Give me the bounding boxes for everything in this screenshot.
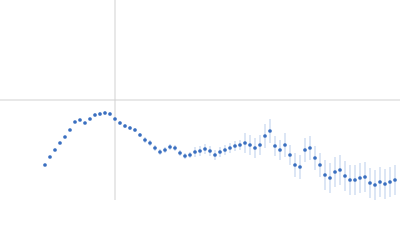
data-point [258,143,262,147]
data-point [268,129,272,133]
data-point [273,144,277,148]
data-point [173,146,177,150]
data-point [188,153,192,157]
data-point [163,148,167,152]
data-point [393,178,397,182]
data-point [118,121,122,125]
data-point [238,143,242,147]
data-point [358,176,362,180]
data-point [228,146,232,150]
data-point [63,135,67,139]
chart [0,0,400,200]
data-point [53,148,57,152]
data-point [133,128,137,132]
data-point [183,154,187,158]
data-point [248,143,252,147]
data-point [388,180,392,184]
data-point [208,149,212,153]
data-point [308,146,312,150]
data-point [353,178,357,182]
data-point [253,146,257,150]
data-point [108,112,112,116]
data-point [88,117,92,121]
data-point [293,163,297,167]
data-point [58,141,62,145]
data-point [123,124,127,128]
data-point [318,163,322,167]
data-point [138,133,142,137]
data-point [288,153,292,157]
data-point [68,128,72,132]
data-point [103,111,107,115]
data-point [343,174,347,178]
data-point [98,112,102,116]
data-point [113,117,117,121]
data-point [323,173,327,177]
data-point [348,178,352,182]
data-point [178,151,182,155]
data-point [383,182,387,186]
data-point [313,156,317,160]
data-point [263,134,267,138]
data-point [83,121,87,125]
data-point [223,148,227,152]
data-point [303,148,307,152]
data-point [143,138,147,142]
data-point [168,145,172,149]
data-point [198,149,202,153]
data-point [93,113,97,117]
data-point [153,146,157,150]
data-point [243,141,247,145]
data-point [213,153,217,157]
data-point [378,180,382,184]
data-point [148,141,152,145]
data-point [218,150,222,154]
data-point [333,170,337,174]
data-point [128,126,132,130]
data-point [278,148,282,152]
data-point [73,120,77,124]
data-point [283,143,287,147]
data-point [43,163,47,167]
data-point [363,175,367,179]
data-point [298,165,302,169]
data-point [158,150,162,154]
data-point [338,168,342,172]
data-point [233,144,237,148]
data-point [373,183,377,187]
data-point [78,118,82,122]
data-point [328,176,332,180]
data-point [368,181,372,185]
data-point [48,155,52,159]
data-point [203,147,207,151]
data-point [193,150,197,154]
